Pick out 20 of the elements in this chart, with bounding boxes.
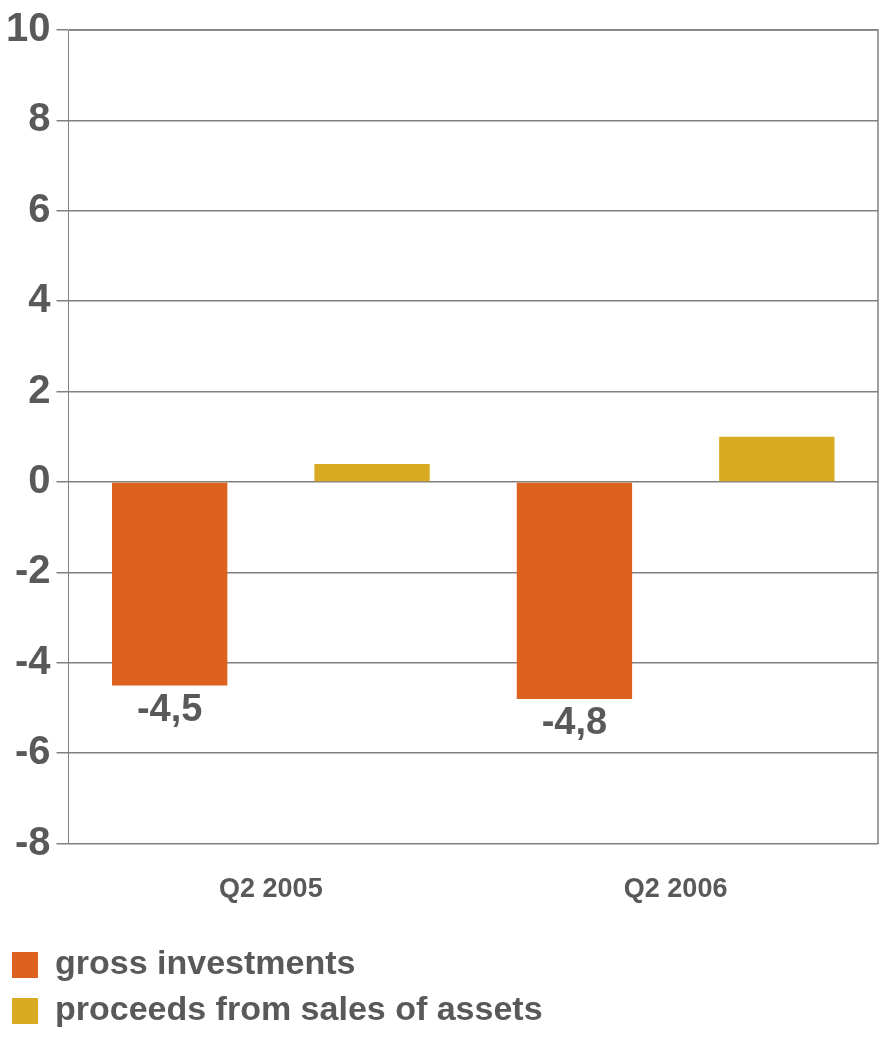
bar xyxy=(516,482,633,699)
y-tick-label: -6 xyxy=(14,728,51,773)
y-tick-label: 0 xyxy=(28,457,51,502)
y-tick-label: 10 xyxy=(5,5,51,50)
data-label: -4,5 xyxy=(136,686,203,729)
legend-label: proceeds from sales of assets xyxy=(55,989,543,1028)
bar xyxy=(112,482,228,686)
y-tick-label: -4 xyxy=(14,637,52,682)
y-tick-label: -2 xyxy=(14,547,51,592)
legend-label: gross investments xyxy=(55,943,356,982)
y-tick-label: 8 xyxy=(28,95,51,140)
y-tick-label: 4 xyxy=(28,276,52,321)
y-tick-label: -8 xyxy=(14,818,51,863)
y-tick-label: 6 xyxy=(28,185,51,230)
bar xyxy=(719,436,835,482)
bar xyxy=(314,463,430,482)
x-tick-label: Q2 2005 xyxy=(219,873,323,904)
y-tick-label: 2 xyxy=(28,366,51,411)
x-tick-label: Q2 2006 xyxy=(623,873,728,904)
data-label: -4,8 xyxy=(541,700,608,743)
